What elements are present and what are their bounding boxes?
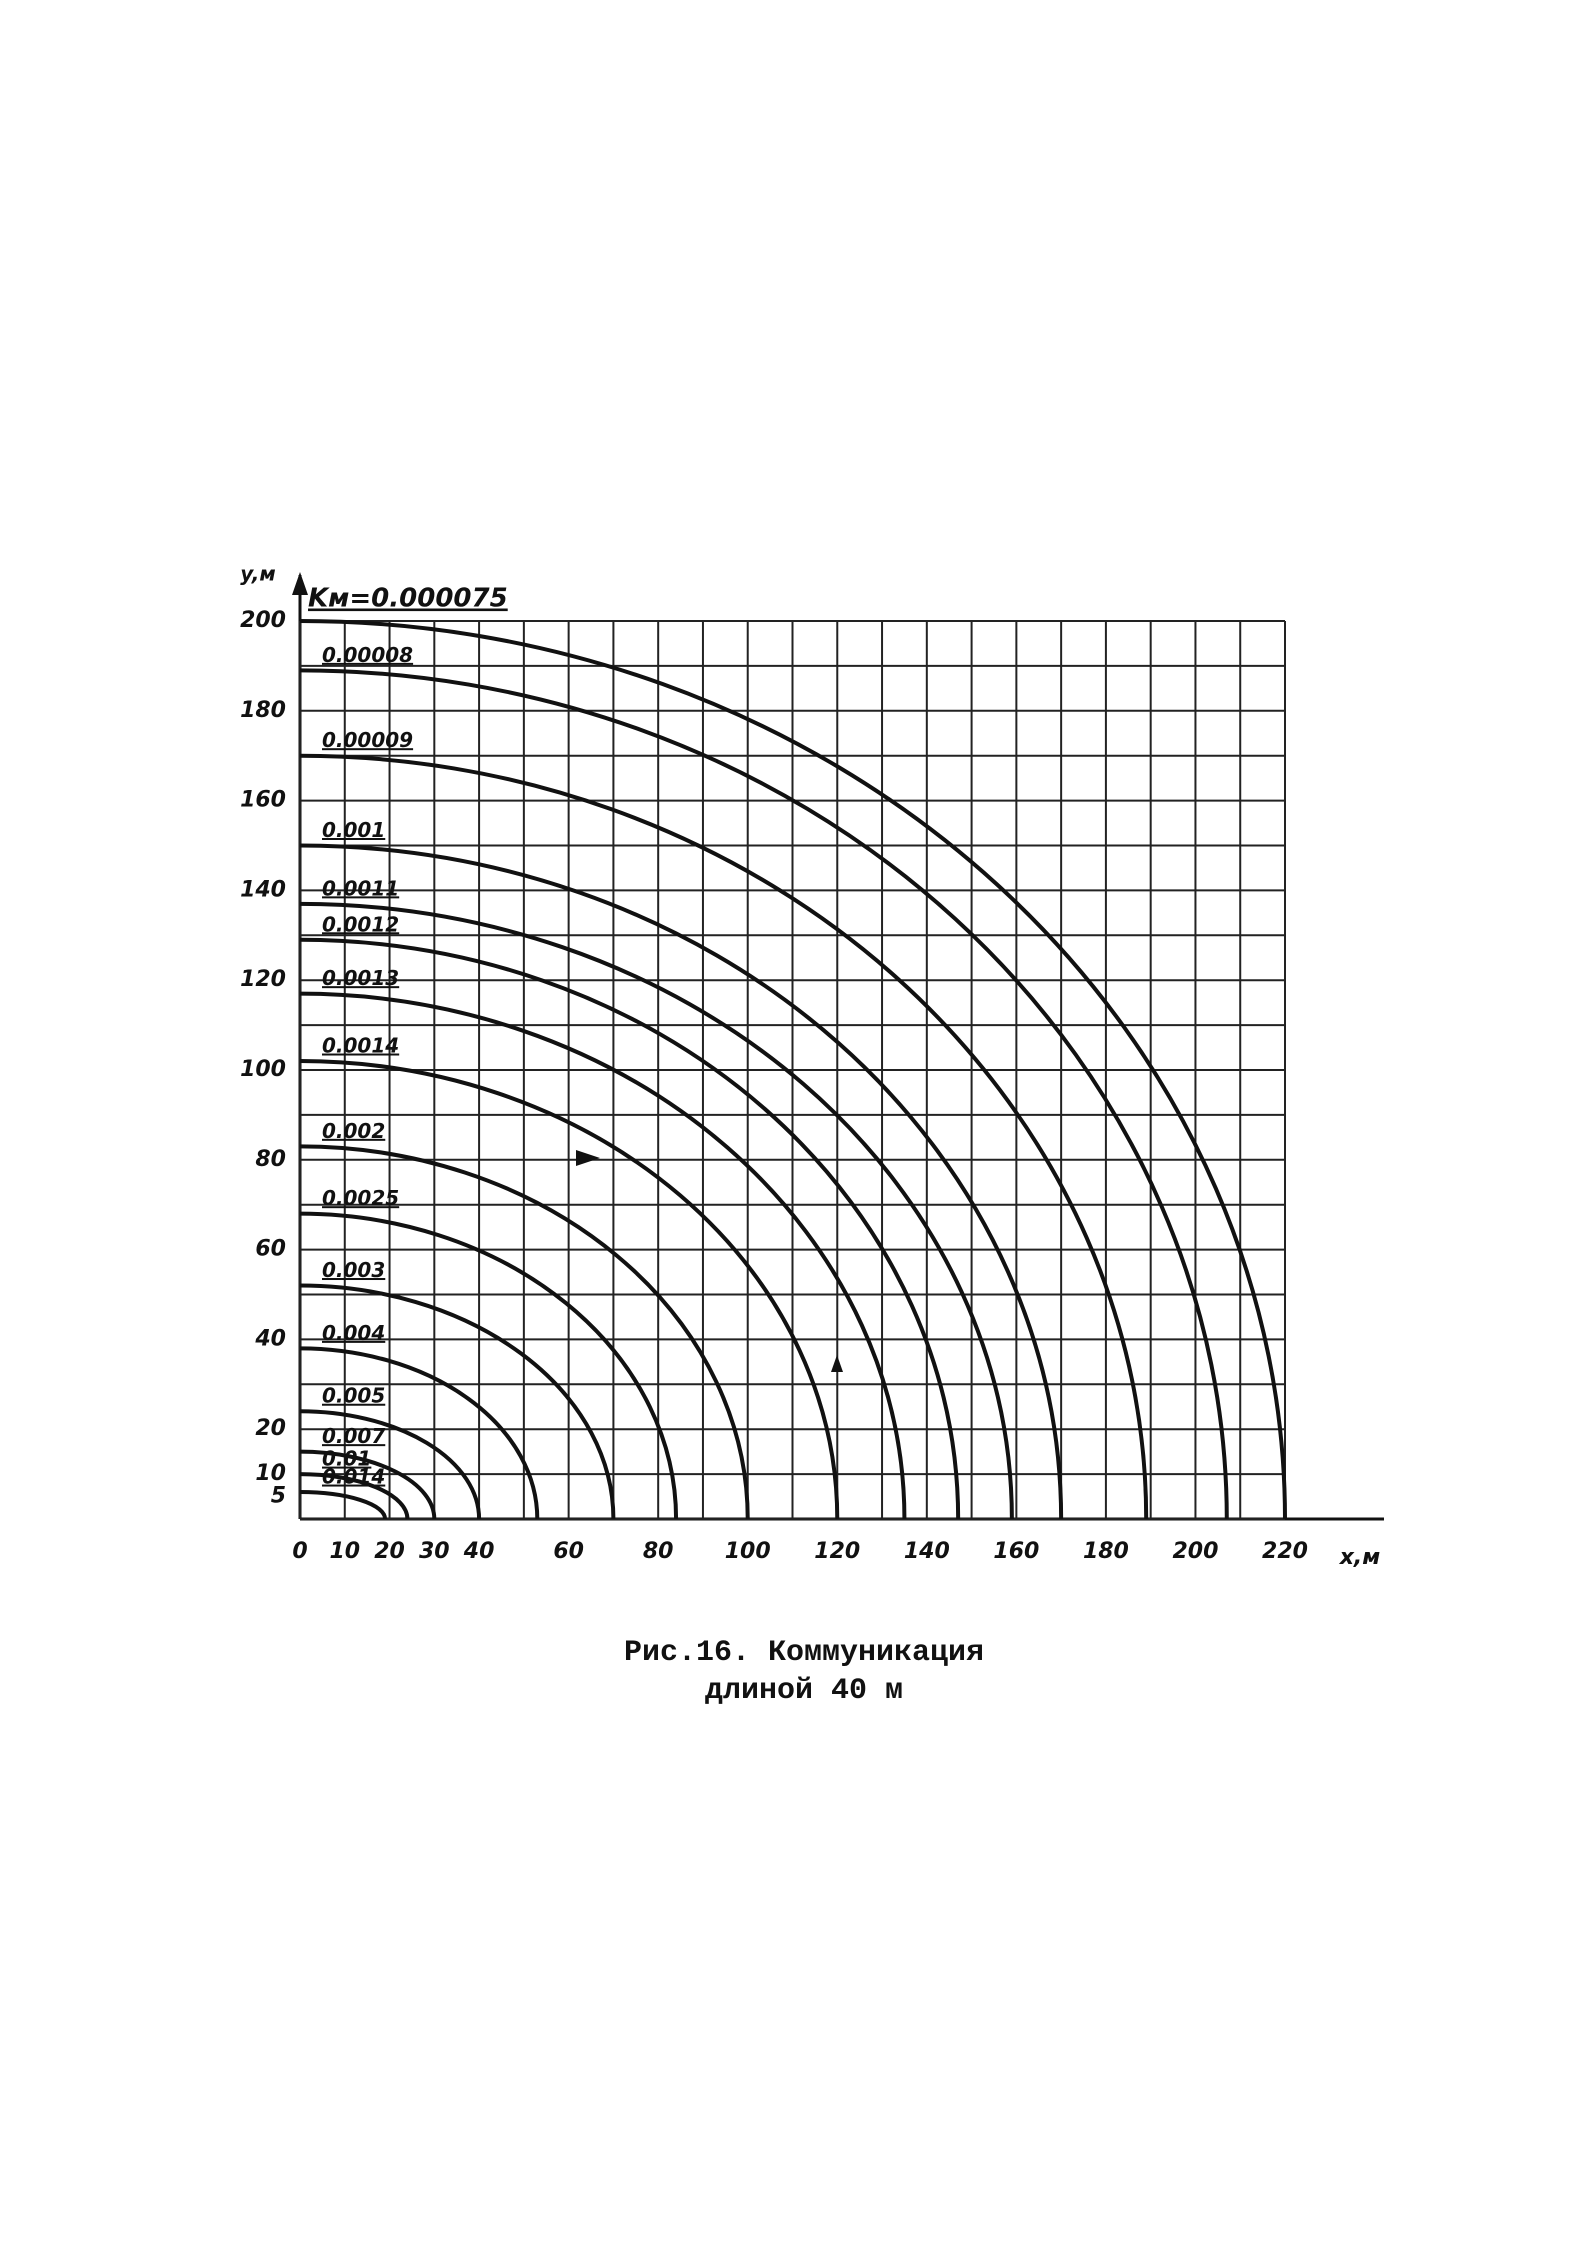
curve-label: 0.0014 (322, 1034, 399, 1058)
curve-label: 0.0025 (322, 1186, 399, 1210)
curve-label: 0.00008 (322, 643, 413, 667)
y-tick-label: 100 (240, 1057, 286, 1082)
curve (299, 1346, 540, 1520)
curve-label: 0.007 (322, 1424, 385, 1448)
curve-label: 0.004 (322, 1321, 385, 1345)
x-tick-label: 60 (553, 1539, 584, 1564)
y-tick-label: 20 (255, 1416, 286, 1441)
curve (299, 901, 1014, 1520)
x-tick-label: 220 (1262, 1539, 1308, 1564)
curve (299, 937, 961, 1520)
x-tick-label: 0 (292, 1539, 307, 1564)
y-tick-label: 180 (240, 698, 286, 723)
curve (299, 753, 1149, 1520)
curve-label: 0.001 (322, 818, 385, 842)
curve (299, 991, 907, 1520)
curve-label: 0.003 (322, 1258, 385, 1282)
x-tick-label: 40 (463, 1539, 495, 1564)
curve (299, 1449, 437, 1520)
x-tick-label: 30 (419, 1539, 450, 1564)
y-tick-label: 5 (271, 1484, 286, 1509)
y-axis-label: y,м (240, 562, 275, 586)
x-tick-label: 200 (1172, 1539, 1218, 1564)
x-tick-label: 10 (329, 1539, 360, 1564)
arrow-marker (576, 1150, 600, 1166)
x-tick-label: 160 (993, 1539, 1039, 1564)
y-tick-label: 10 (255, 1461, 286, 1486)
y-tick-label: 60 (255, 1237, 286, 1262)
curve (299, 1472, 410, 1520)
curve (299, 1059, 840, 1520)
arrow-marker (831, 1355, 843, 1372)
x-tick-label: 120 (814, 1539, 860, 1564)
curve (299, 1211, 679, 1520)
x-tick-label: 20 (374, 1539, 405, 1564)
x-tick-label: 140 (904, 1539, 950, 1564)
curve (299, 1409, 482, 1520)
x-axis-label: x,м (1339, 1545, 1381, 1570)
y-tick-label: 40 (254, 1326, 286, 1351)
curve-label: 0.0011 (322, 876, 399, 900)
curve-label: 0.01 (322, 1447, 371, 1471)
curve (299, 1490, 388, 1520)
caption-subtitle: длиной 40 м (705, 1674, 903, 1708)
curve-label: 0.005 (322, 1384, 385, 1408)
curve (299, 668, 1229, 1520)
curve (299, 843, 1064, 1520)
y-tick-label: 200 (240, 608, 286, 633)
y-tick-label: 160 (240, 788, 286, 813)
y-tick-label: 80 (255, 1147, 286, 1172)
curve (299, 1283, 616, 1520)
x-tick-label: 80 (643, 1539, 674, 1564)
x-tick-label: 100 (725, 1539, 771, 1564)
curve-label: 0.0012 (322, 912, 399, 936)
curve (299, 619, 1287, 1520)
y-axis-arrow (292, 572, 308, 595)
curve (299, 1144, 750, 1520)
y-tick-label: 140 (240, 877, 286, 902)
curve-label: Kм=0.000075 (308, 584, 508, 614)
caption-title: Рис.16. Коммуникация (624, 1636, 984, 1670)
curve-label: 0.002 (322, 1119, 385, 1143)
curve-label: 0.0013 (322, 966, 399, 990)
x-tick-label: 180 (1083, 1539, 1129, 1564)
curve-label: 0.00009 (322, 728, 413, 752)
y-tick-label: 120 (240, 967, 286, 992)
curve-label: 0.014 (322, 1465, 385, 1489)
